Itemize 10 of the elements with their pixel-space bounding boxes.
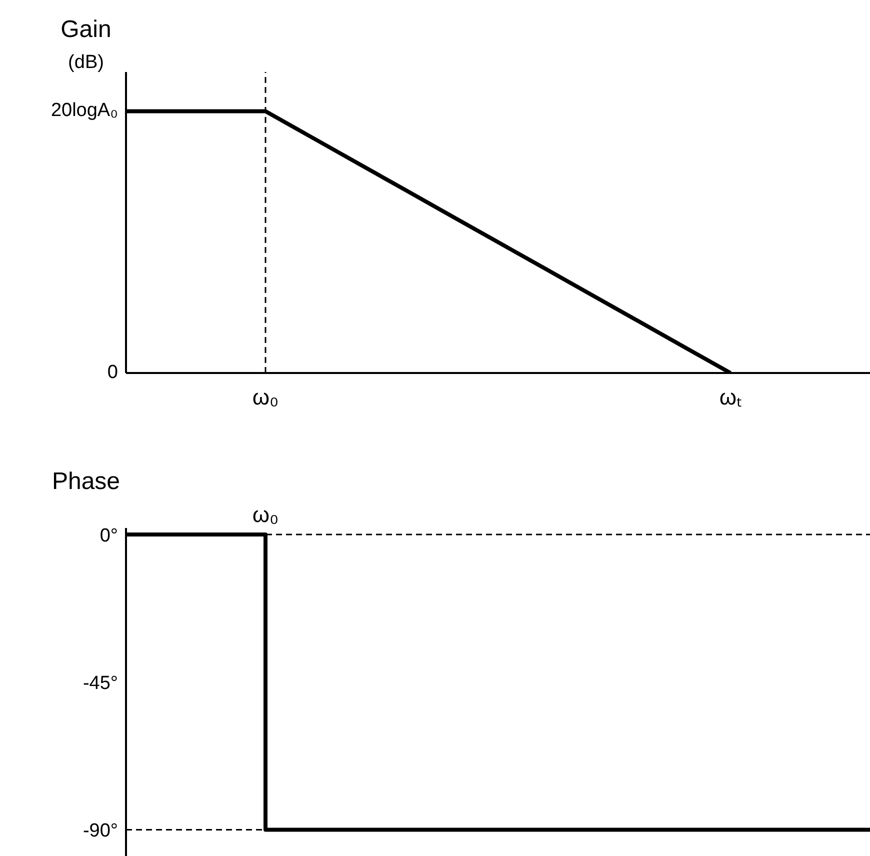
x-tick-label: ωₜ (719, 384, 742, 410)
y-tick-label: 0° (100, 525, 118, 546)
text: 0 (107, 361, 118, 385)
y-tick-label: -90° (82, 820, 118, 842)
y-axis-title: Gain (dB) (60, 16, 112, 74)
y-axis-title: Phase (50, 468, 122, 496)
x-tick-label: ω₀ (252, 502, 279, 527)
text: 20logA₀ (50, 99, 118, 123)
y-tick-label: -45° (82, 672, 118, 694)
x-tick-label: ω₀ (252, 384, 279, 410)
